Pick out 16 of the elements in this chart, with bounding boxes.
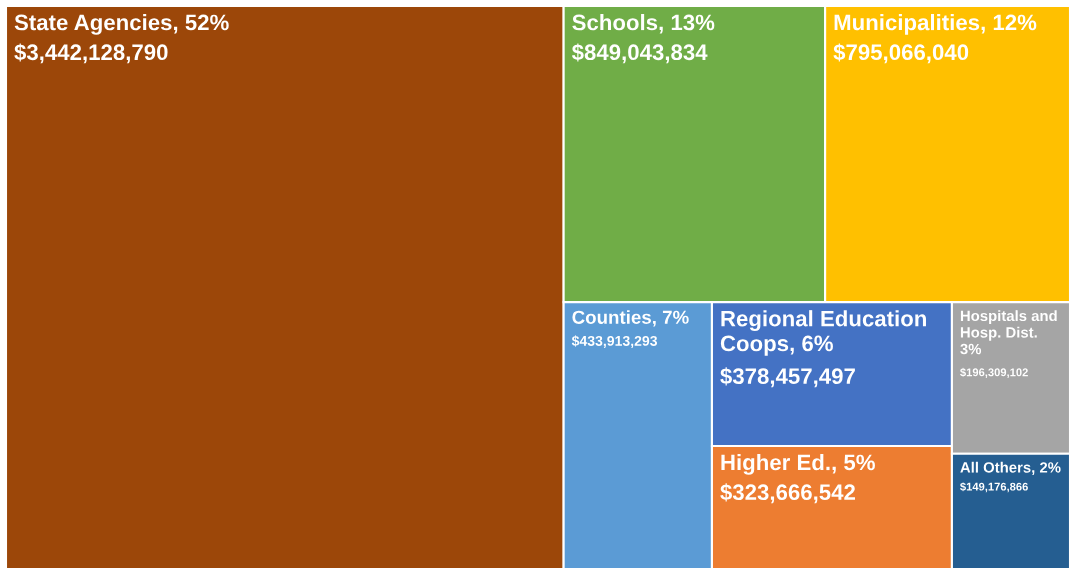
data-label: $3,442,128,790 <box>14 43 168 64</box>
data-label: $795,066,040 <box>833 43 969 64</box>
data-label: $433,913,293 <box>571 335 658 348</box>
category-label: Municipalities, 12% <box>834 14 1037 35</box>
data-label: $378,457,497 <box>720 367 855 388</box>
category-label: Higher Ed., 5% <box>721 453 875 475</box>
category-label: Schools, 13% <box>572 14 715 34</box>
data-label: $196,309,102 <box>960 367 1028 378</box>
data-label: $149,176,866 <box>960 482 1028 493</box>
category-label: Regional Education Coops, 6% <box>720 310 926 356</box>
category-label: All Others, 2% <box>960 461 1061 475</box>
category-label: State Agencies, 52% <box>14 14 229 35</box>
data-label: $849,043,834 <box>571 43 708 64</box>
category-label: Counties, 7% <box>572 310 689 327</box>
category-label: Hospitals and Hosp. Dist. 3% <box>960 310 1057 355</box>
data-label: $323,666,542 <box>720 483 855 504</box>
